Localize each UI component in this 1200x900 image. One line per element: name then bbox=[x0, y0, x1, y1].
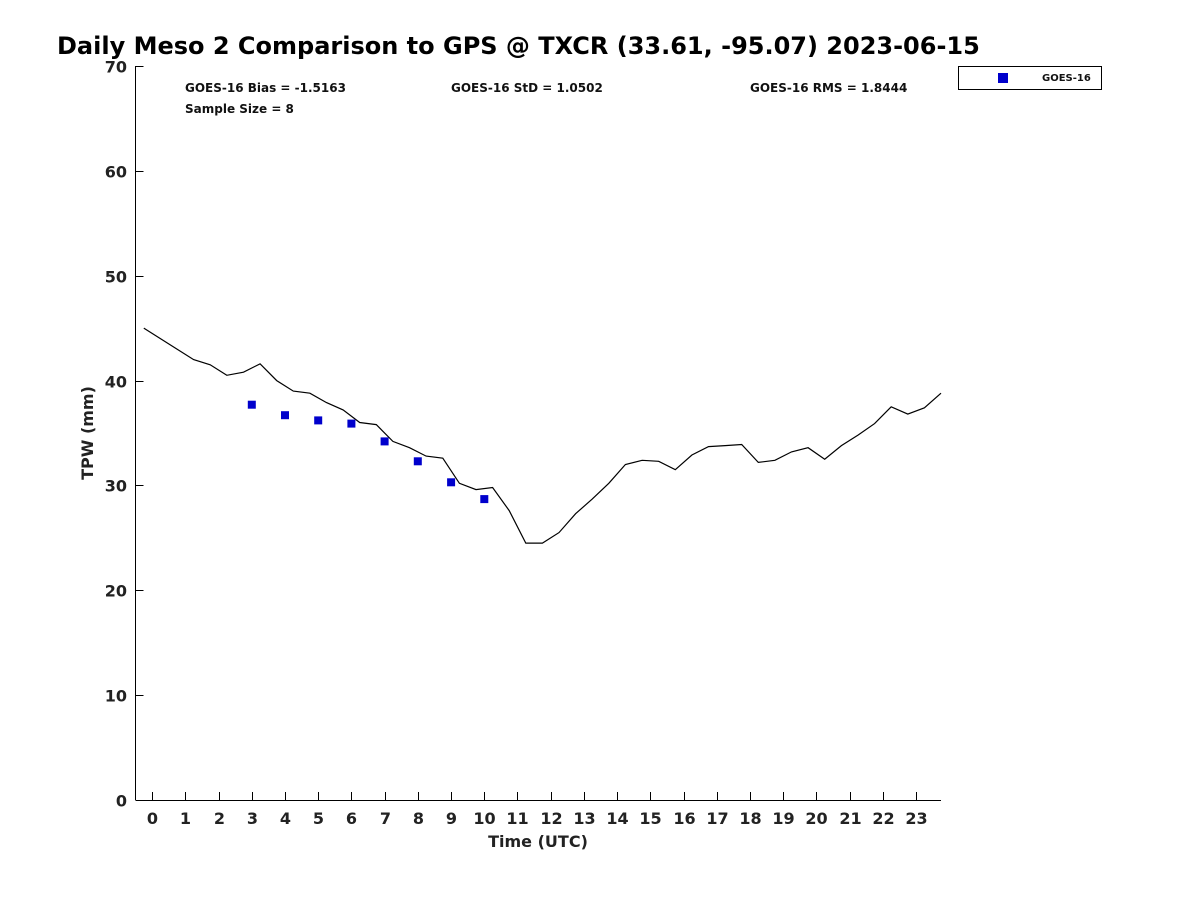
chart-title: Daily Meso 2 Comparison to GPS @ TXCR (3… bbox=[57, 32, 980, 60]
x-tick-label: 18 bbox=[739, 809, 761, 828]
x-tick-label: 12 bbox=[540, 809, 562, 828]
legend: GOES-16 bbox=[958, 66, 1102, 90]
x-tick-label: 22 bbox=[872, 809, 894, 828]
x-tick-label: 7 bbox=[380, 809, 391, 828]
y-tick-label: 70 bbox=[105, 58, 127, 77]
x-tick-label: 2 bbox=[214, 809, 225, 828]
x-tick-label: 5 bbox=[313, 809, 324, 828]
y-tick-label: 30 bbox=[105, 477, 127, 496]
x-tick-label: 17 bbox=[706, 809, 728, 828]
x-tick-label: 4 bbox=[280, 809, 291, 828]
stats-box: GOES-16 Bias = -1.5163 GOES-16 StD = 1.0… bbox=[185, 81, 907, 116]
series-layer bbox=[143, 327, 942, 544]
x-tick-label: 14 bbox=[606, 809, 628, 828]
stat-sample-size: Sample Size = 8 bbox=[185, 102, 294, 116]
y-tick-label: 20 bbox=[105, 582, 127, 601]
goes16-point bbox=[447, 478, 456, 487]
x-tick-label: 19 bbox=[772, 809, 794, 828]
x-axis-label: Time (UTC) bbox=[488, 832, 588, 851]
x-tick-label: 8 bbox=[413, 809, 424, 828]
goes16-point bbox=[380, 437, 389, 446]
legend-label-goes16: GOES-16 bbox=[1042, 73, 1091, 84]
legend-swatch-goes16 bbox=[998, 73, 1008, 83]
goes16-point bbox=[281, 411, 289, 420]
goes16-point bbox=[347, 419, 356, 428]
x-tick-label: 21 bbox=[839, 809, 861, 828]
x-tick-label: 6 bbox=[346, 809, 357, 828]
x-tick-label: 15 bbox=[639, 809, 661, 828]
y-tick-label: 40 bbox=[105, 373, 127, 392]
gps-tpw-line bbox=[143, 327, 942, 544]
x-tick-label: 13 bbox=[573, 809, 595, 828]
stat-std: GOES-16 StD = 1.0502 bbox=[451, 81, 603, 95]
goes16-point bbox=[413, 457, 422, 466]
axes bbox=[135, 66, 941, 801]
x-tick-label: 0 bbox=[147, 809, 158, 828]
y-tick-label: 50 bbox=[105, 268, 127, 287]
y-axis-label: TPW (mm) bbox=[78, 386, 97, 480]
x-tick-label: 11 bbox=[506, 809, 528, 828]
x-ticks: 0 1 2 3 4 5 6 7 8 9 10 11 12 13 14 15 16 17 18 19 20 21 22 23 bbox=[147, 792, 928, 828]
legend-frame bbox=[958, 66, 1102, 90]
stat-bias: GOES-16 Bias = -1.5163 bbox=[185, 81, 346, 95]
x-tick-label: 23 bbox=[905, 809, 927, 828]
goes16-point bbox=[480, 495, 489, 504]
x-tick-label: 10 bbox=[473, 809, 495, 828]
y-ticks: 0 10 20 30 40 50 60 70 bbox=[105, 58, 144, 811]
y-tick-label: 60 bbox=[105, 163, 127, 182]
x-tick-label: 3 bbox=[247, 809, 258, 828]
x-tick-label: 16 bbox=[673, 809, 695, 828]
x-tick-label: 20 bbox=[805, 809, 827, 828]
stat-rms: GOES-16 RMS = 1.8444 bbox=[750, 81, 907, 95]
y-tick-label: 0 bbox=[116, 792, 127, 811]
x-tick-label: 1 bbox=[180, 809, 191, 828]
goes16-point bbox=[247, 400, 256, 409]
x-tick-label: 9 bbox=[446, 809, 457, 828]
y-tick-label: 10 bbox=[105, 687, 127, 706]
goes16-point bbox=[314, 416, 323, 425]
